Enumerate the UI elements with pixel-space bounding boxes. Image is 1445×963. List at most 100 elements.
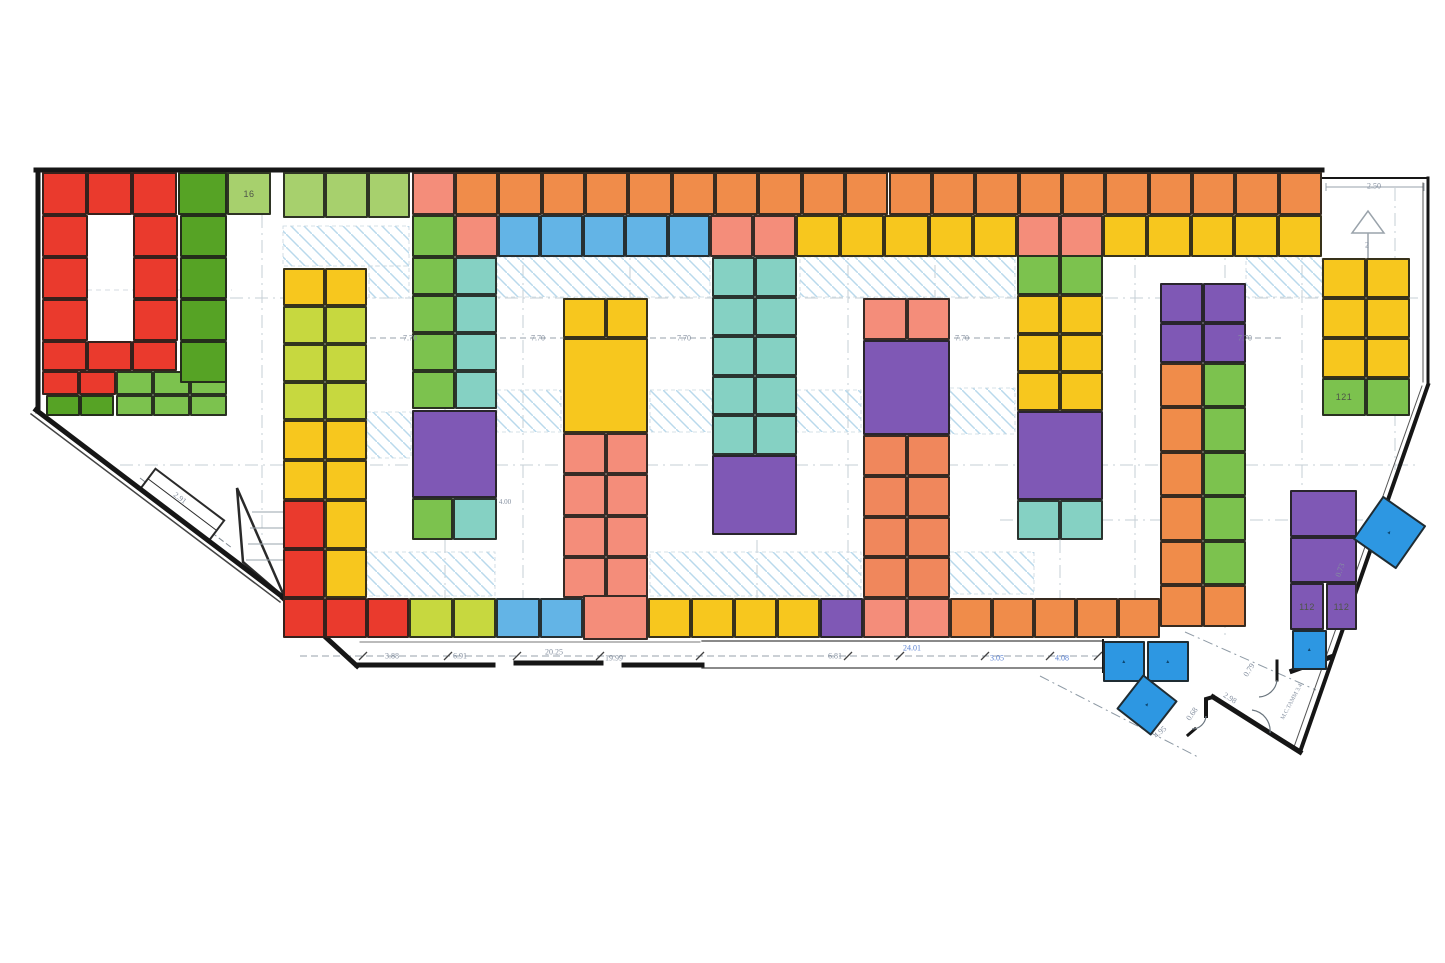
unit-block[interactable] xyxy=(1017,255,1060,295)
unit-block[interactable] xyxy=(1191,172,1236,215)
unit-block[interactable] xyxy=(1146,215,1191,257)
unit-block[interactable] xyxy=(409,598,453,638)
unit-block[interactable] xyxy=(1060,295,1103,334)
unit-block[interactable] xyxy=(1060,500,1103,540)
unit-block[interactable] xyxy=(563,298,606,338)
unit-block[interactable] xyxy=(42,257,88,299)
unit-block[interactable] xyxy=(283,460,325,500)
unit-block[interactable] xyxy=(283,382,325,420)
unit-block[interactable] xyxy=(1060,333,1103,373)
unit-block[interactable] xyxy=(563,515,606,557)
unit-block[interactable] xyxy=(712,336,755,376)
unit-block[interactable] xyxy=(1018,172,1062,215)
unit-block[interactable] xyxy=(583,595,648,640)
unit-block[interactable] xyxy=(1203,363,1246,408)
unit-block[interactable]: ▴ xyxy=(1292,630,1327,670)
unit-block[interactable] xyxy=(1017,411,1103,500)
unit-block[interactable] xyxy=(367,172,410,218)
unit-block[interactable] xyxy=(325,598,367,638)
unit-block[interactable] xyxy=(906,435,950,476)
unit-block[interactable] xyxy=(283,549,325,598)
unit-block[interactable] xyxy=(1235,172,1279,215)
unit-block[interactable] xyxy=(906,557,950,599)
unit-block[interactable] xyxy=(367,598,409,638)
unit-block[interactable] xyxy=(325,420,367,460)
unit-block[interactable] xyxy=(1060,215,1103,257)
unit-block[interactable] xyxy=(498,215,541,257)
unit-block[interactable] xyxy=(906,298,950,340)
unit-block[interactable] xyxy=(820,598,863,638)
unit-block[interactable] xyxy=(412,215,455,257)
unit-block[interactable] xyxy=(1290,537,1357,583)
unit-block[interactable] xyxy=(325,460,367,500)
unit-block[interactable] xyxy=(1160,451,1203,497)
unit-block[interactable] xyxy=(863,340,950,435)
unit-block[interactable] xyxy=(605,474,648,516)
unit-block[interactable] xyxy=(1203,323,1246,363)
unit-block[interactable] xyxy=(1203,407,1246,452)
unit-block[interactable] xyxy=(950,598,992,638)
unit-block[interactable] xyxy=(325,500,367,549)
unit-block[interactable] xyxy=(715,172,759,215)
unit-block[interactable] xyxy=(1060,255,1103,295)
unit-block[interactable] xyxy=(325,344,367,382)
unit-block[interactable] xyxy=(928,215,973,257)
unit-block[interactable] xyxy=(283,344,325,382)
unit-block[interactable] xyxy=(863,475,907,517)
unit-block[interactable] xyxy=(625,215,668,257)
unit-block[interactable]: 121 xyxy=(1322,378,1366,416)
unit-block[interactable] xyxy=(412,371,455,409)
unit-block[interactable] xyxy=(1105,172,1149,215)
unit-block[interactable] xyxy=(1203,283,1246,323)
unit-block[interactable] xyxy=(605,433,648,475)
unit-block[interactable] xyxy=(283,420,325,460)
unit-block[interactable] xyxy=(87,341,132,371)
unit-block[interactable] xyxy=(180,257,227,299)
unit-block[interactable] xyxy=(605,556,648,599)
unit-block[interactable] xyxy=(605,298,648,338)
unit-block[interactable] xyxy=(283,268,325,306)
unit-block[interactable] xyxy=(42,215,88,257)
unit-block[interactable] xyxy=(180,299,227,341)
unit-block[interactable] xyxy=(1203,540,1246,585)
unit-block[interactable] xyxy=(754,336,797,376)
unit-block[interactable] xyxy=(863,435,907,476)
unit-block[interactable] xyxy=(563,556,606,599)
unit-block[interactable] xyxy=(153,395,190,416)
unit-block[interactable]: ▴ xyxy=(1147,641,1189,682)
unit-block[interactable] xyxy=(1061,172,1106,215)
unit-block[interactable] xyxy=(1017,333,1060,373)
unit-block[interactable] xyxy=(87,172,132,215)
unit-block[interactable] xyxy=(1160,407,1203,452)
unit-block[interactable] xyxy=(1118,598,1160,638)
unit-block[interactable] xyxy=(133,257,178,299)
unit-block[interactable] xyxy=(452,598,496,638)
unit-block[interactable] xyxy=(1290,490,1357,537)
unit-block[interactable] xyxy=(42,299,88,341)
unit-block[interactable] xyxy=(453,498,497,540)
unit-block[interactable] xyxy=(758,172,802,215)
unit-block[interactable] xyxy=(412,498,453,540)
unit-block[interactable] xyxy=(455,295,497,333)
unit-block[interactable] xyxy=(325,172,368,218)
unit-block[interactable] xyxy=(712,296,755,337)
unit-block[interactable] xyxy=(888,172,932,215)
unit-block[interactable] xyxy=(563,474,606,516)
unit-block[interactable] xyxy=(585,172,629,215)
unit-block[interactable] xyxy=(605,515,648,557)
unit-block[interactable] xyxy=(79,371,116,395)
unit-block[interactable] xyxy=(563,433,606,475)
unit-block[interactable] xyxy=(283,500,325,549)
unit-block[interactable] xyxy=(1322,298,1366,338)
unit-block[interactable] xyxy=(133,299,178,341)
unit-block[interactable] xyxy=(1160,283,1203,323)
unit-block[interactable] xyxy=(178,172,227,215)
unit-block[interactable] xyxy=(1017,500,1060,540)
unit-block[interactable] xyxy=(1160,540,1203,585)
unit-block[interactable] xyxy=(1076,598,1118,638)
unit-block[interactable] xyxy=(1017,372,1060,412)
unit-block[interactable] xyxy=(412,172,455,215)
unit-block[interactable] xyxy=(712,375,755,416)
unit-block[interactable] xyxy=(46,395,80,416)
unit-block[interactable] xyxy=(455,371,497,409)
